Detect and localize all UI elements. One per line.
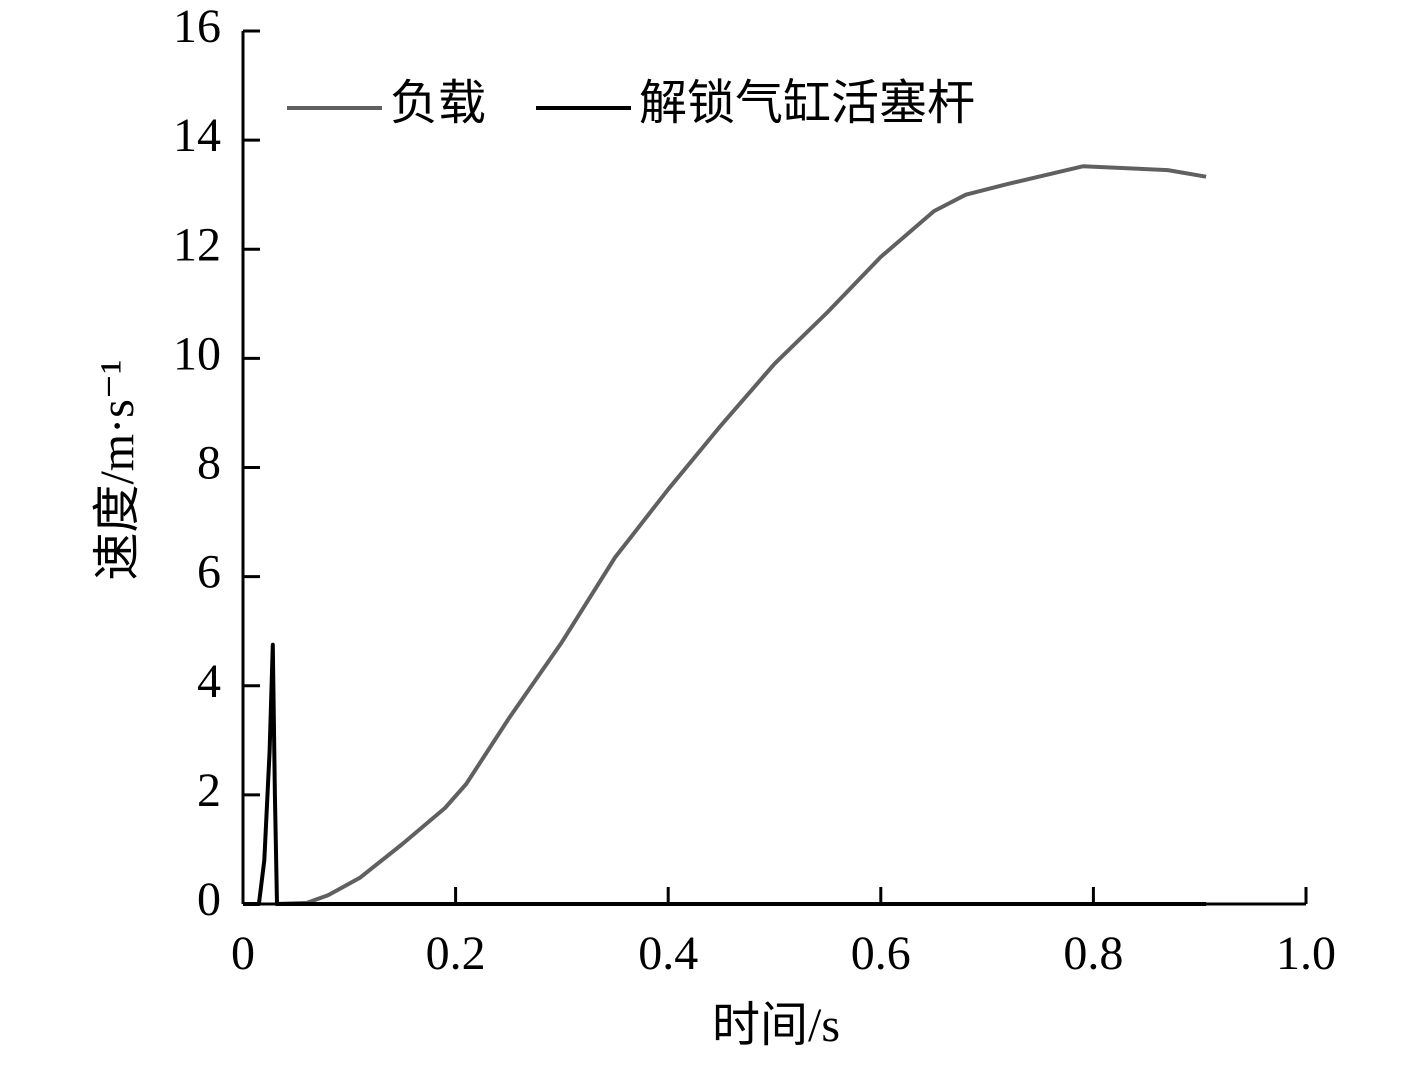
legend-label: 负载 bbox=[390, 77, 486, 130]
y-axis-label: 速度/m·s⁻¹ bbox=[91, 359, 144, 580]
x-tick-label: 0.8 bbox=[1063, 927, 1123, 980]
series-line bbox=[274, 164, 1207, 906]
legend-label: 解锁气缸活塞杆 bbox=[639, 77, 975, 130]
y-tick-label: 0 bbox=[197, 873, 221, 926]
x-tick-label: 0 bbox=[231, 927, 255, 980]
y-tick-label: 10 bbox=[173, 327, 221, 380]
x-tick-label: 0.6 bbox=[851, 927, 911, 980]
y-tick-label: 8 bbox=[197, 437, 221, 490]
x-tick-label: 0.2 bbox=[426, 927, 486, 980]
y-tick-label: 4 bbox=[197, 655, 221, 708]
series-line bbox=[243, 642, 1207, 906]
y-tick-label: 2 bbox=[197, 764, 221, 817]
y-tick-label: 14 bbox=[173, 109, 221, 162]
x-tick-label: 0.4 bbox=[638, 927, 698, 980]
y-tick-label: 12 bbox=[173, 218, 221, 271]
x-tick-label: 1.0 bbox=[1276, 927, 1336, 980]
y-tick-label: 6 bbox=[197, 546, 221, 599]
x-axis-label: 时间/s bbox=[712, 999, 840, 1052]
y-tick-label: 16 bbox=[173, 0, 221, 53]
